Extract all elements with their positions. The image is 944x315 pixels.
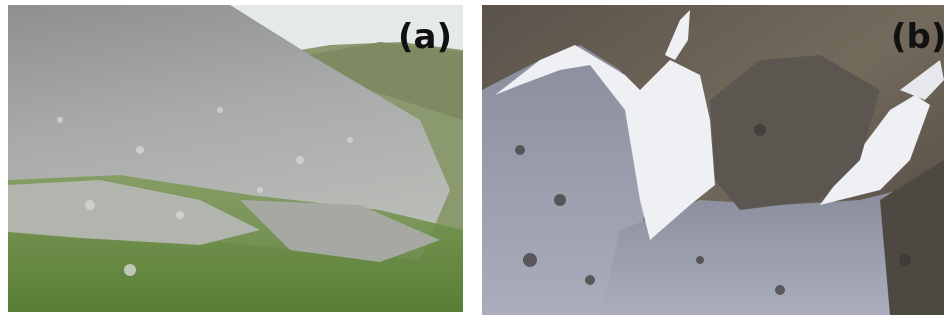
panel-label: (a) (398, 17, 452, 57)
page: {"panels": [{"label": "(a)"}, {"label": … (0, 0, 944, 315)
photo-b (482, 5, 944, 315)
photo-a (8, 5, 463, 312)
panel-label: (b) (891, 17, 944, 57)
figure: (a) (b) (0, 0, 944, 315)
